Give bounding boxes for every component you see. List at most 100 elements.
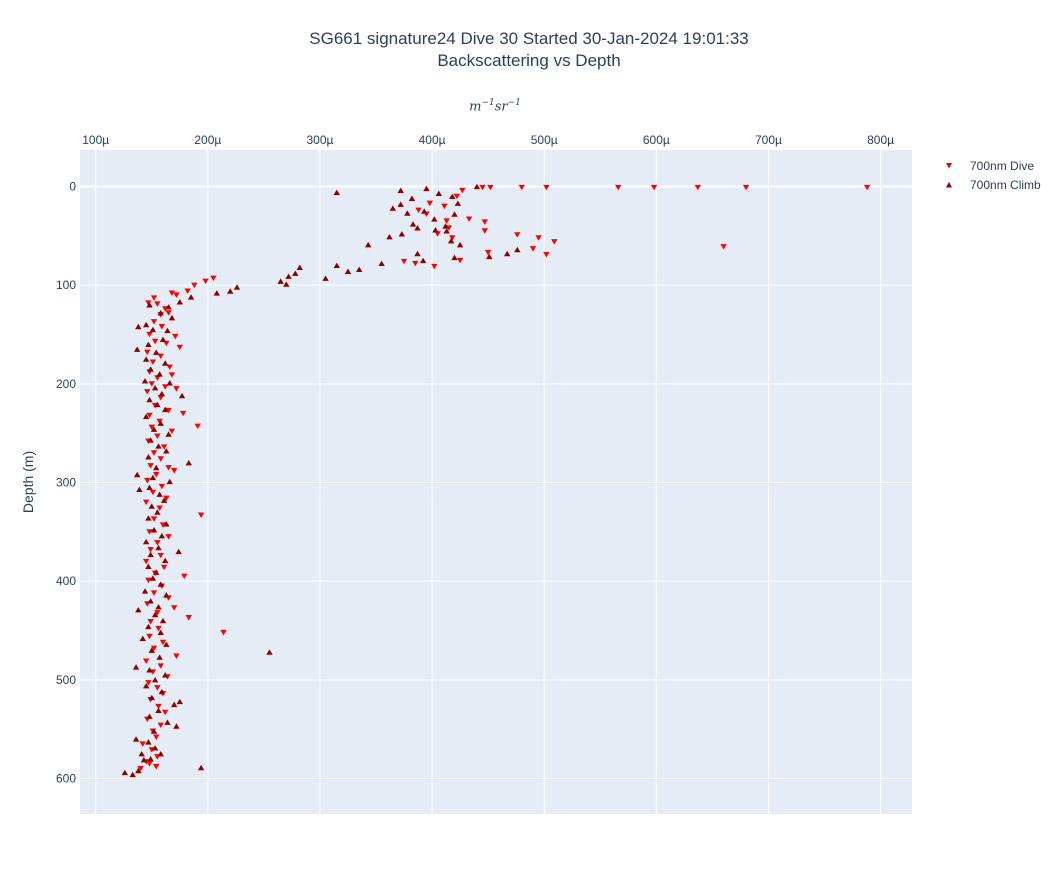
dive-point — [142, 658, 150, 664]
y-tick-label: 200 — [56, 377, 76, 391]
y-tick-label: 500 — [56, 673, 76, 687]
triangle-down-icon — [946, 162, 952, 168]
legend-item-climb[interactable]: 700nm Climb — [942, 175, 1041, 194]
dive-point — [449, 235, 456, 241]
dive-point — [155, 625, 162, 632]
climb-point — [149, 474, 157, 481]
climb-point — [162, 406, 169, 413]
dive-point — [153, 734, 160, 740]
climb-point — [456, 241, 464, 248]
climb-point — [356, 266, 363, 272]
dive-point — [173, 292, 180, 298]
dive-point — [529, 246, 537, 252]
dive-point — [514, 232, 521, 238]
climb-point — [163, 641, 170, 647]
dive-point — [150, 590, 158, 596]
climb-point — [162, 360, 169, 366]
climb-point — [147, 598, 154, 604]
legend-item-dive[interactable]: 700nm Dive — [942, 156, 1041, 175]
climb-point — [133, 346, 141, 352]
dive-point — [185, 615, 192, 621]
climb-point — [140, 756, 148, 763]
dive-point — [150, 319, 158, 325]
y-tick-label: 400 — [56, 574, 76, 588]
climb-point — [451, 211, 458, 217]
climb-point — [151, 745, 159, 751]
x-tick-label: 300µ — [306, 133, 333, 147]
dive-point — [694, 184, 702, 191]
climb-point — [129, 771, 136, 778]
dive-point — [163, 495, 170, 502]
climb-point — [283, 281, 290, 287]
dive-point — [154, 375, 161, 381]
climb-point — [153, 464, 160, 471]
climb-point — [157, 629, 164, 636]
climb-point — [146, 484, 153, 491]
dive-point — [191, 282, 198, 288]
climb-point — [292, 270, 299, 276]
climb-point — [378, 260, 385, 267]
climb-point — [409, 221, 417, 227]
dive-point — [184, 288, 191, 294]
dive-point — [146, 633, 153, 640]
dive-point — [165, 465, 172, 471]
dive-point — [145, 300, 152, 306]
climb-point — [147, 551, 154, 558]
climb-point — [486, 253, 493, 260]
climb-point — [173, 723, 180, 729]
chart-title-line-2: Backscattering vs Depth — [437, 51, 621, 70]
climb-point — [157, 581, 164, 587]
dive-point — [154, 610, 161, 616]
climb-point — [149, 575, 157, 581]
dive-point — [165, 407, 172, 414]
dive-point — [481, 228, 488, 234]
climb-point — [155, 443, 162, 449]
climb-point — [151, 384, 159, 391]
dive-point — [163, 340, 170, 347]
climb-point — [213, 290, 220, 296]
dive-point — [459, 187, 466, 194]
climb-point — [147, 755, 154, 762]
dive-point — [176, 344, 183, 351]
dive-point — [146, 529, 153, 535]
climb-point — [156, 491, 163, 497]
climb-point — [423, 185, 430, 192]
dive-point — [155, 703, 162, 710]
climb-point — [156, 654, 163, 660]
dive-point — [157, 663, 164, 669]
dive-point — [150, 645, 158, 652]
dive-point — [220, 629, 227, 636]
climb-point — [163, 521, 170, 527]
x-tick-label: 800µ — [867, 133, 894, 147]
climb-point — [398, 231, 406, 237]
climb-point — [145, 454, 152, 460]
x-tick-label: 500µ — [531, 133, 558, 147]
legend[interactable]: 700nm Dive 700nm Climb — [942, 156, 1041, 194]
climb-point — [154, 401, 161, 408]
dive-point — [170, 468, 178, 474]
dive-point — [170, 605, 178, 611]
dive-point — [165, 310, 172, 316]
dive-point — [166, 364, 173, 370]
climb-point — [421, 208, 428, 214]
climb-point — [142, 356, 150, 362]
x-tick-label: 600µ — [643, 133, 670, 147]
climb-point — [157, 751, 164, 757]
climb-point — [285, 273, 292, 279]
climb-point — [162, 672, 169, 678]
dive-point — [165, 534, 172, 540]
dive-point — [535, 235, 542, 241]
climb-point — [148, 694, 155, 701]
climb-point — [432, 227, 439, 233]
dive-point — [149, 489, 157, 496]
dive-point — [139, 741, 146, 747]
dive-point — [173, 386, 180, 392]
climb-point — [155, 544, 162, 551]
climb-point — [170, 701, 178, 708]
climb-point — [166, 380, 173, 386]
legend-label-climb: 700nm Climb — [970, 177, 1041, 192]
climb-point — [158, 688, 166, 695]
climb-point — [154, 509, 161, 515]
climb-point — [146, 667, 153, 673]
